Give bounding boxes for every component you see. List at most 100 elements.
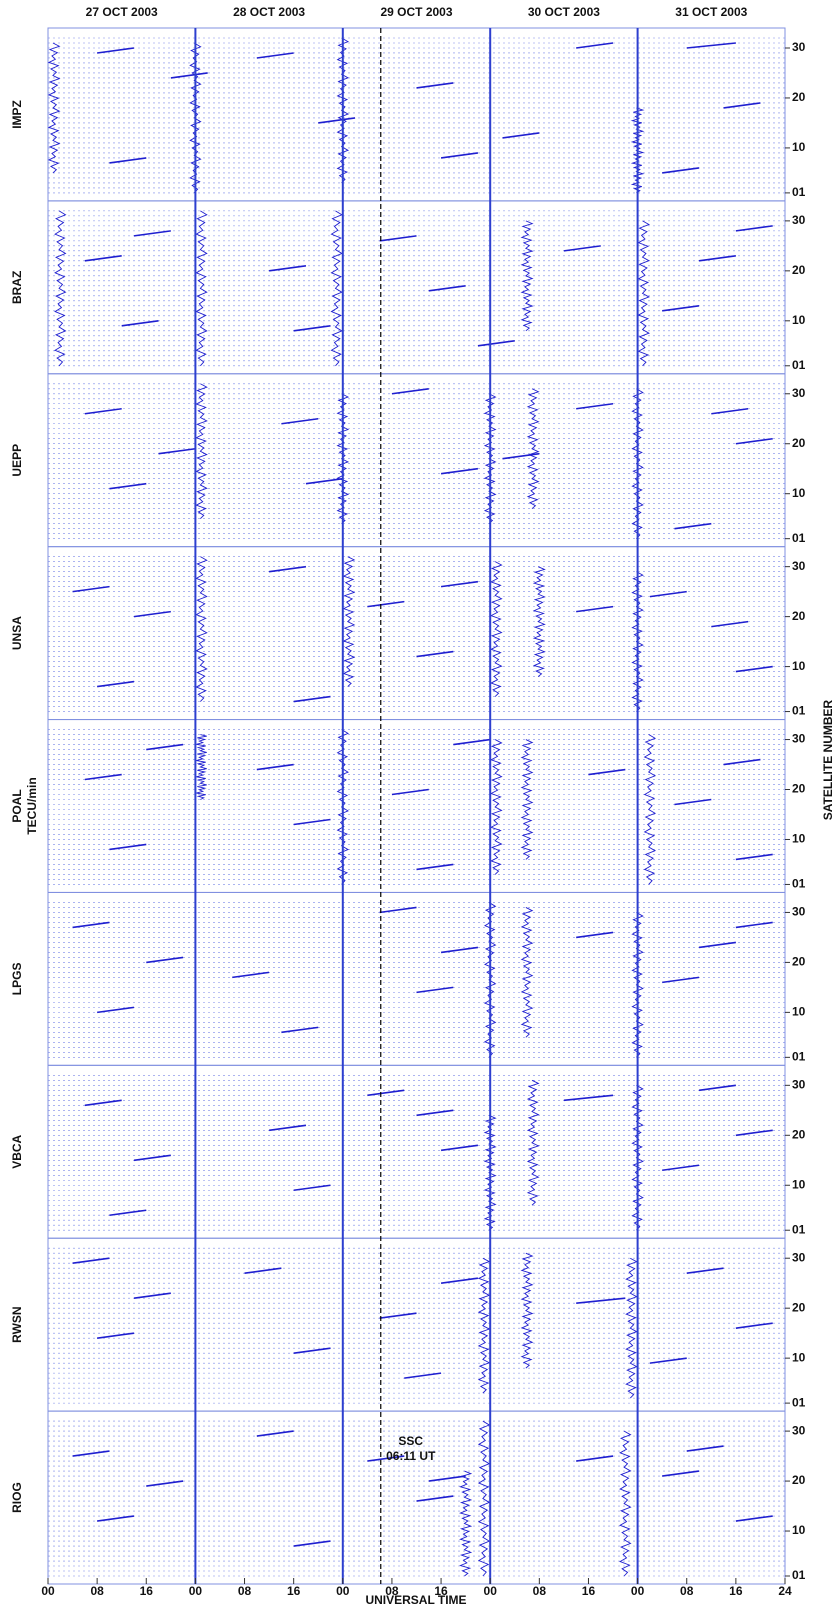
trace-segment: [416, 1495, 454, 1502]
trace-segment: [281, 1026, 319, 1034]
x-tick-label: 16: [140, 1584, 154, 1598]
trace-segment: [416, 863, 454, 871]
disturbance: [520, 1252, 534, 1369]
ssc-label: SSC: [398, 1434, 423, 1448]
disturbance: [490, 739, 503, 875]
station-label: POAL: [10, 789, 24, 822]
y-tick-label: 10: [792, 1523, 806, 1537]
disturbance: [54, 210, 67, 367]
trace-segment: [735, 437, 773, 445]
disturbance: [336, 393, 350, 525]
y-tick-label: 30: [792, 1423, 806, 1437]
trace-segment: [379, 1312, 417, 1319]
y-tick-label: 20: [792, 90, 806, 104]
x-tick-label: 00: [336, 1584, 350, 1598]
trace-segment: [293, 818, 331, 826]
station-label: LPGS: [10, 963, 24, 996]
trace-segment: [84, 773, 122, 781]
trace-segment: [711, 620, 749, 628]
disturbance: [330, 210, 343, 367]
trace-segment: [133, 610, 171, 618]
trace-segment: [563, 245, 601, 252]
ssc-time: 06:11 UT: [386, 1449, 436, 1463]
panel-frame: [47, 200, 786, 375]
trace-segment: [698, 941, 736, 949]
day-label: 28 OCT 2003: [233, 5, 305, 19]
disturbance: [619, 1430, 632, 1577]
trace-segment: [391, 788, 429, 796]
day-label: 29 OCT 2003: [380, 5, 452, 19]
disturbance: [459, 1470, 473, 1577]
x-tick-label: 16: [287, 1584, 301, 1598]
trace-segment: [404, 1372, 442, 1379]
y-tick-label: 30: [792, 1077, 806, 1091]
trace-segment: [649, 1357, 687, 1364]
trace-segment: [576, 402, 614, 410]
trace-segment: [674, 798, 712, 806]
disturbance: [643, 734, 657, 885]
y-tick-label: 20: [792, 782, 806, 796]
day-label: 30 OCT 2003: [528, 5, 600, 19]
trace-segment: [440, 152, 479, 159]
trace-segment: [293, 1184, 331, 1192]
trace-segment: [416, 986, 454, 994]
disturbance: [520, 739, 534, 860]
day-label: 27 OCT 2003: [86, 5, 158, 19]
trace-segment: [133, 230, 171, 237]
trace-segment: [97, 1006, 135, 1014]
y-tick-label: 30: [792, 1250, 806, 1264]
trace-segment: [367, 1455, 405, 1462]
y-tick-label: 10: [792, 832, 806, 846]
x-tick-label: 24: [778, 1584, 792, 1598]
trace-segment: [662, 1470, 700, 1477]
trace-segment: [293, 1347, 331, 1354]
disturbance: [195, 210, 208, 367]
trace-segment: [72, 921, 110, 929]
disturbance: [625, 1257, 638, 1399]
disturbance: [336, 729, 349, 885]
disturbance: [520, 907, 534, 1038]
y-tick-label: 30: [792, 732, 806, 746]
x-tick-label: 00: [631, 1584, 645, 1598]
trace-segment: [170, 72, 208, 79]
y-tick-label: 20: [792, 609, 806, 623]
trace-segment: [268, 265, 307, 272]
station-label: VBCA: [10, 1134, 24, 1168]
y-tick-label: 01: [792, 1222, 806, 1236]
disturbance: [631, 1084, 644, 1231]
trace-segment: [735, 665, 773, 673]
trace-segment: [268, 565, 307, 573]
trace-segment: [268, 1124, 307, 1132]
disturbance: [520, 220, 534, 332]
trace-segment: [97, 47, 135, 54]
y-tick-label: 20: [792, 263, 806, 277]
trace-segment: [146, 743, 184, 751]
disturbance: [532, 566, 546, 677]
trace-segment: [109, 157, 147, 164]
trace-segment: [563, 1094, 614, 1102]
trace-segment: [576, 1297, 626, 1304]
y-tick-label: 10: [792, 1177, 806, 1191]
x-axis-label: UNIVERSAL TIME: [365, 1593, 466, 1607]
disturbance: [631, 912, 644, 1058]
y-tick-label: 01: [792, 185, 806, 199]
y-tick-label: 10: [792, 659, 806, 673]
x-tick-label: 16: [729, 1584, 743, 1598]
trace-segment: [502, 132, 540, 139]
trace-segment: [686, 1267, 724, 1274]
trace-segment: [244, 1267, 282, 1274]
trace-segment: [121, 320, 159, 327]
disturbance: [483, 393, 497, 525]
trace-segment: [146, 1480, 184, 1487]
x-tick-label: 00: [484, 1584, 498, 1598]
trace-segment: [232, 971, 270, 979]
station-label: RIOG: [10, 1482, 24, 1513]
trace-segment: [256, 52, 294, 59]
trace-segment: [416, 1109, 454, 1117]
trace-segment: [735, 921, 773, 929]
day-label: 31 OCT 2003: [675, 5, 747, 19]
trace-segment: [305, 477, 343, 485]
x-tick-label: 08: [385, 1584, 399, 1598]
x-tick-label: 16: [582, 1584, 596, 1598]
